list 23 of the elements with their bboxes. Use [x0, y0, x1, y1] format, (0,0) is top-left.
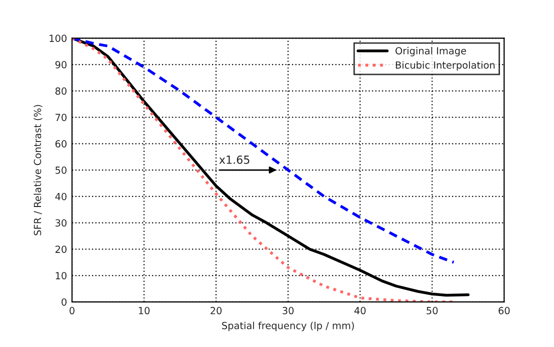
y-tick-label: 40 — [55, 192, 67, 200]
x-tick-label: 10 — [138, 306, 150, 314]
y-tick-label: 80 — [55, 87, 67, 95]
y-tick-label: 10 — [56, 272, 67, 280]
y-tick-label: 100 — [50, 34, 67, 42]
x-axis-title: Spatial frequency (lp / mm) — [222, 322, 354, 332]
x-tick-label: 50 — [426, 306, 438, 314]
legend-label: Original Image — [396, 46, 466, 56]
y-tick-label: 0 — [62, 298, 67, 306]
legend-label: Bicubic Interpolation — [396, 61, 495, 71]
annotation: x1.65 — [219, 156, 250, 164]
y-tick-label: 20 — [56, 246, 67, 253]
x-tick-label: 40 — [354, 306, 366, 314]
y-tick-label: 90 — [55, 61, 67, 68]
y-tick-label: 30 — [56, 219, 67, 227]
y-tick-label: 50 — [56, 166, 67, 174]
y-axis-title: SFR / Relative Contrast (%) — [34, 105, 42, 236]
x-tick-label: 20 — [210, 306, 222, 314]
x-tick-label: 60 — [498, 306, 510, 314]
y-tick-label: 60 — [55, 140, 67, 148]
x-tick-label: 0 — [70, 306, 74, 314]
x-tick-label: 30 — [282, 306, 294, 314]
y-tick-label: 70 — [56, 114, 67, 122]
